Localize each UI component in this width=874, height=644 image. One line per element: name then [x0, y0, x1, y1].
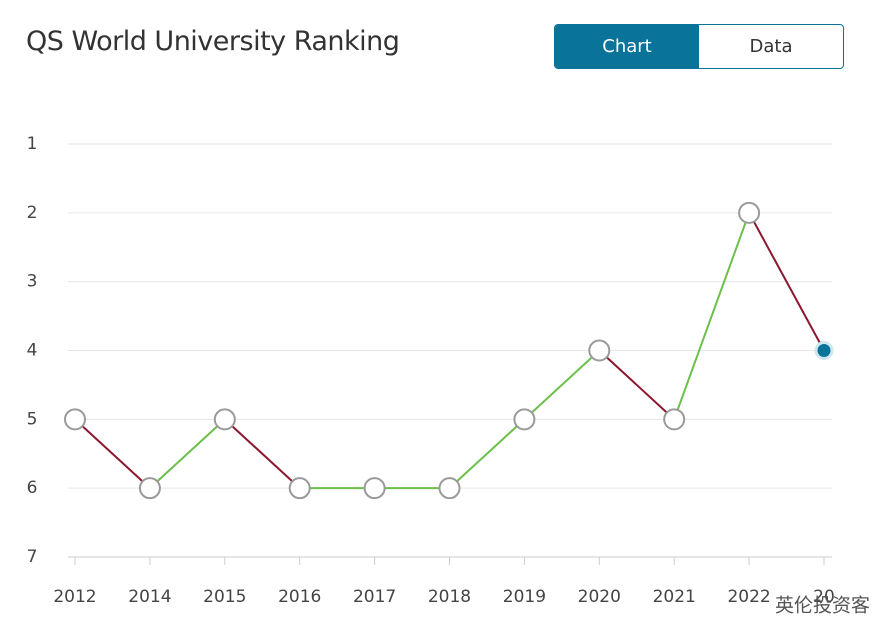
point	[213, 408, 236, 431]
y-tick-label: 3	[27, 272, 38, 292]
x-tick-label: 2020	[578, 587, 621, 607]
point	[288, 477, 311, 500]
point	[438, 477, 461, 500]
page-title: QS World University Ranking	[26, 26, 400, 57]
point	[738, 201, 761, 224]
point	[513, 408, 536, 431]
x-tick-label: 2012	[53, 587, 96, 607]
x-tick-label: 2018	[428, 587, 471, 607]
tab-switch: Chart Data	[554, 24, 844, 69]
tab[interactable]: Data	[749, 36, 793, 57]
watermark: 英伦投资客	[775, 595, 870, 617]
line-segment	[748, 212, 825, 351]
line-segment	[598, 349, 675, 421]
x-tick-label: 2022	[727, 587, 770, 607]
line-segment	[74, 418, 151, 489]
line-segment	[149, 418, 226, 489]
point	[663, 408, 686, 431]
y-tick-label: 1	[27, 134, 38, 154]
y-tick-label: 5	[27, 409, 38, 429]
point	[138, 477, 161, 500]
x-tick-label: 2014	[128, 587, 171, 607]
y-tick-label: 6	[27, 478, 38, 498]
x-tick-label: 2017	[353, 587, 396, 607]
x-tick-label: 2015	[203, 587, 246, 607]
x-tick-label: 2016	[278, 587, 321, 607]
point	[588, 339, 611, 362]
x-tick-label: 2019	[503, 587, 546, 607]
point	[363, 477, 386, 500]
y-tick-label: 4	[27, 341, 38, 361]
x-tick-label: 2021	[653, 587, 696, 607]
line-segment	[673, 212, 751, 420]
tab[interactable]: Chart	[555, 25, 699, 68]
y-tick-label: 7	[27, 547, 38, 567]
line-segment	[523, 349, 600, 421]
line-segment	[224, 418, 301, 489]
x-tick-label: 20	[813, 587, 835, 607]
line-segment	[448, 418, 526, 489]
point	[814, 341, 834, 360]
point	[64, 408, 86, 431]
y-tick-label: 2	[27, 203, 38, 223]
